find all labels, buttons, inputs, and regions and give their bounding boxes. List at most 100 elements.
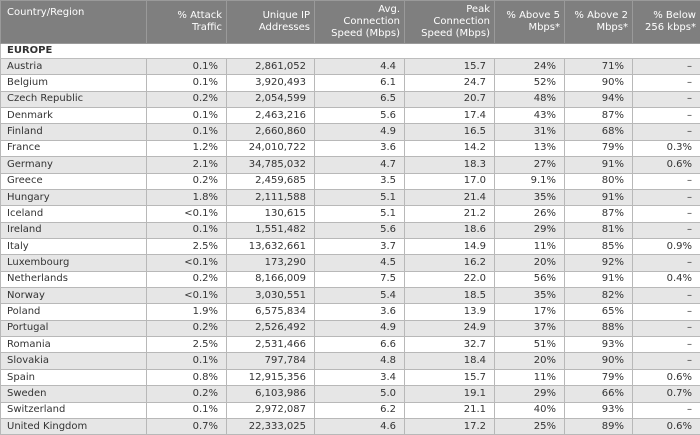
cell-avg-speed: 3.4 — [315, 369, 405, 385]
cell-attack-traffic: 0.1% — [147, 353, 227, 369]
cell-avg-speed: 5.4 — [315, 288, 405, 304]
cell-above-2: 66% — [565, 386, 633, 402]
cell-avg-speed: 5.1 — [315, 189, 405, 205]
cell-above-2: 91% — [565, 157, 633, 173]
cell-above-2: 90% — [565, 75, 633, 91]
cell-unique-ip: 22,333,025 — [227, 418, 315, 434]
cell-unique-ip: 34,785,032 — [227, 157, 315, 173]
cell-unique-ip: 8,166,009 — [227, 271, 315, 287]
cell-above-2: 92% — [565, 255, 633, 271]
cell-below-256: 0.6% — [633, 369, 700, 385]
cell-unique-ip: 2,660,860 — [227, 124, 315, 140]
cell-above-5: 17% — [495, 304, 565, 320]
cell-country: Romania — [1, 337, 147, 353]
cell-country: Poland — [1, 304, 147, 320]
cell-unique-ip: 2,972,087 — [227, 402, 315, 418]
cell-attack-traffic: <0.1% — [147, 255, 227, 271]
cell-avg-speed: 4.9 — [315, 320, 405, 336]
cell-peak-speed: 18.6 — [405, 222, 495, 238]
cell-unique-ip: 2,526,492 — [227, 320, 315, 336]
cell-below-256: 0.7% — [633, 386, 700, 402]
cell-below-256: – — [633, 108, 700, 124]
cell-attack-traffic: 0.1% — [147, 124, 227, 140]
cell-peak-speed: 21.4 — [405, 189, 495, 205]
cell-above-2: 65% — [565, 304, 633, 320]
cell-peak-speed: 24.7 — [405, 75, 495, 91]
header-attack-traffic: % Attack Traffic — [147, 1, 227, 44]
cell-avg-speed: 5.1 — [315, 206, 405, 222]
cell-below-256: – — [633, 320, 700, 336]
cell-country: Denmark — [1, 108, 147, 124]
header-row: Country/Region % Attack Traffic Unique I… — [1, 1, 700, 44]
section-label: EUROPE — [1, 44, 700, 59]
cell-avg-speed: 6.2 — [315, 402, 405, 418]
cell-country: Italy — [1, 238, 147, 254]
cell-avg-speed: 3.6 — [315, 140, 405, 156]
cell-peak-speed: 13.9 — [405, 304, 495, 320]
cell-above-5: 13% — [495, 140, 565, 156]
cell-unique-ip: 2,459,685 — [227, 173, 315, 189]
cell-attack-traffic: 2.5% — [147, 337, 227, 353]
cell-unique-ip: 2,531,466 — [227, 337, 315, 353]
cell-avg-speed: 3.5 — [315, 173, 405, 189]
cell-country: Greece — [1, 173, 147, 189]
cell-avg-speed: 4.4 — [315, 59, 405, 75]
cell-country: Austria — [1, 59, 147, 75]
cell-country: Germany — [1, 157, 147, 173]
cell-country: Netherlands — [1, 271, 147, 287]
cell-above-2: 91% — [565, 271, 633, 287]
cell-below-256: – — [633, 353, 700, 369]
cell-above-5: 56% — [495, 271, 565, 287]
cell-unique-ip: 3,030,551 — [227, 288, 315, 304]
cell-unique-ip: 173,290 — [227, 255, 315, 271]
cell-attack-traffic: 0.1% — [147, 108, 227, 124]
cell-avg-speed: 6.6 — [315, 337, 405, 353]
cell-above-5: 29% — [495, 386, 565, 402]
cell-avg-speed: 5.0 — [315, 386, 405, 402]
cell-above-5: 43% — [495, 108, 565, 124]
cell-above-2: 79% — [565, 369, 633, 385]
cell-attack-traffic: 1.9% — [147, 304, 227, 320]
cell-unique-ip: 2,054,599 — [227, 91, 315, 107]
cell-above-2: 93% — [565, 337, 633, 353]
cell-attack-traffic: 0.2% — [147, 173, 227, 189]
cell-above-5: 26% — [495, 206, 565, 222]
cell-country: United Kingdom — [1, 418, 147, 434]
cell-unique-ip: 2,111,588 — [227, 189, 315, 205]
cell-below-256: 0.6% — [633, 157, 700, 173]
cell-avg-speed: 7.5 — [315, 271, 405, 287]
cell-above-2: 79% — [565, 140, 633, 156]
cell-avg-speed: 4.7 — [315, 157, 405, 173]
cell-peak-speed: 21.2 — [405, 206, 495, 222]
cell-attack-traffic: 0.7% — [147, 418, 227, 434]
cell-peak-speed: 18.5 — [405, 288, 495, 304]
cell-below-256: – — [633, 206, 700, 222]
cell-attack-traffic: 0.2% — [147, 271, 227, 287]
cell-above-2: 90% — [565, 353, 633, 369]
cell-peak-speed: 20.7 — [405, 91, 495, 107]
header-above-2: % Above 2 Mbps* — [565, 1, 633, 44]
cell-country: Hungary — [1, 189, 147, 205]
cell-below-256: – — [633, 59, 700, 75]
cell-peak-speed: 18.3 — [405, 157, 495, 173]
cell-attack-traffic: 1.8% — [147, 189, 227, 205]
cell-peak-speed: 17.2 — [405, 418, 495, 434]
cell-above-5: 20% — [495, 353, 565, 369]
cell-unique-ip: 13,632,661 — [227, 238, 315, 254]
cell-below-256: – — [633, 304, 700, 320]
cell-country: Norway — [1, 288, 147, 304]
cell-above-2: 91% — [565, 189, 633, 205]
header-peak-speed: Peak Connection Speed (Mbps) — [405, 1, 495, 44]
cell-below-256: – — [633, 402, 700, 418]
cell-peak-speed: 17.0 — [405, 173, 495, 189]
cell-below-256: 0.9% — [633, 238, 700, 254]
cell-above-5: 31% — [495, 124, 565, 140]
